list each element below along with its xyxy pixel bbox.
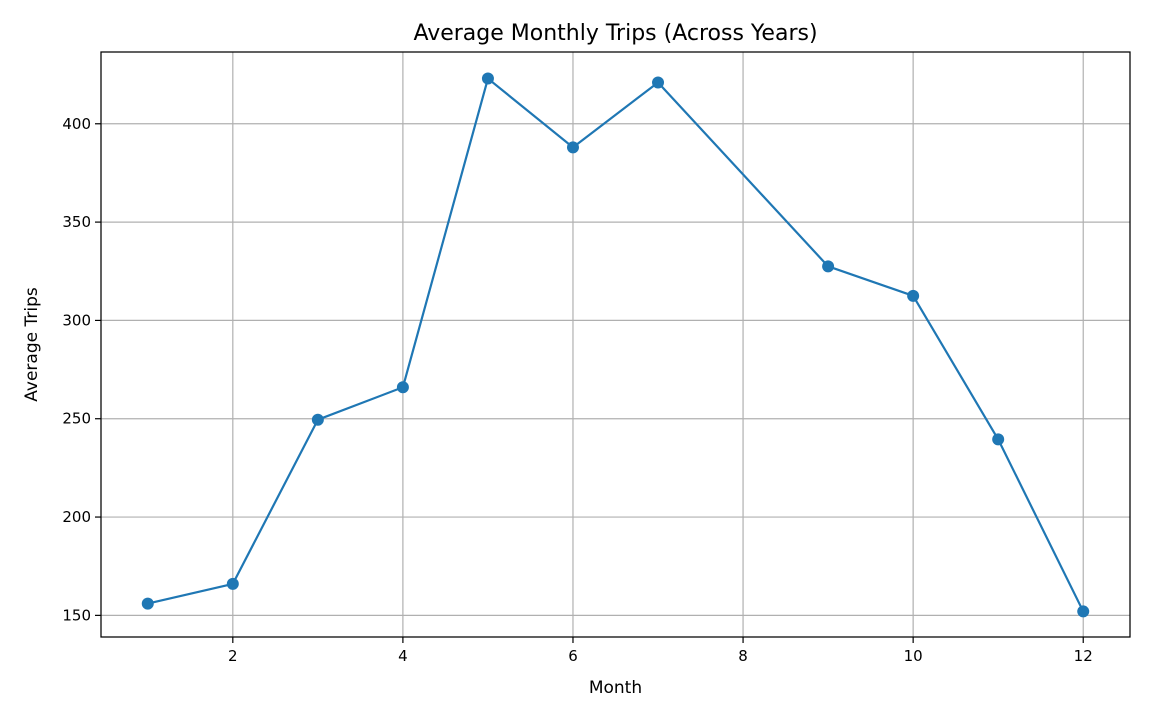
data-point bbox=[992, 433, 1005, 446]
chart-title: Average Monthly Trips (Across Years) bbox=[413, 21, 817, 46]
x-tick-label: 12 bbox=[1074, 647, 1093, 665]
data-point bbox=[566, 141, 579, 154]
x-tick-label: 8 bbox=[738, 647, 748, 665]
data-point bbox=[822, 260, 835, 273]
y-tick-label: 250 bbox=[62, 410, 91, 428]
data-point bbox=[652, 76, 665, 89]
x-tick-label: 2 bbox=[228, 647, 238, 665]
x-tick-label: 6 bbox=[568, 647, 578, 665]
x-tick-label: 10 bbox=[904, 647, 923, 665]
plot-frame bbox=[100, 51, 1131, 638]
series-layer bbox=[141, 72, 1090, 618]
data-point bbox=[141, 597, 154, 610]
data-point bbox=[907, 289, 920, 302]
data-point bbox=[1077, 605, 1090, 618]
x-tick-label: 4 bbox=[398, 647, 408, 665]
y-tick-label: 400 bbox=[62, 115, 91, 133]
grid bbox=[101, 52, 1130, 637]
y-tick-label: 150 bbox=[62, 606, 91, 624]
y-tick-label: 300 bbox=[62, 311, 91, 329]
data-point bbox=[396, 381, 409, 394]
y-tick-label: 200 bbox=[62, 508, 91, 526]
series-line bbox=[147, 77, 1085, 612]
y-axis-label: Average Trips bbox=[22, 287, 42, 402]
y-tick-label: 350 bbox=[62, 213, 91, 231]
data-point bbox=[481, 72, 494, 85]
data-point bbox=[226, 577, 239, 590]
ticks: 2 4 6 8 10 12 150 200 250 300 350 400 bbox=[62, 115, 1092, 665]
data-point bbox=[311, 413, 324, 426]
x-axis-label: Month bbox=[589, 678, 642, 698]
